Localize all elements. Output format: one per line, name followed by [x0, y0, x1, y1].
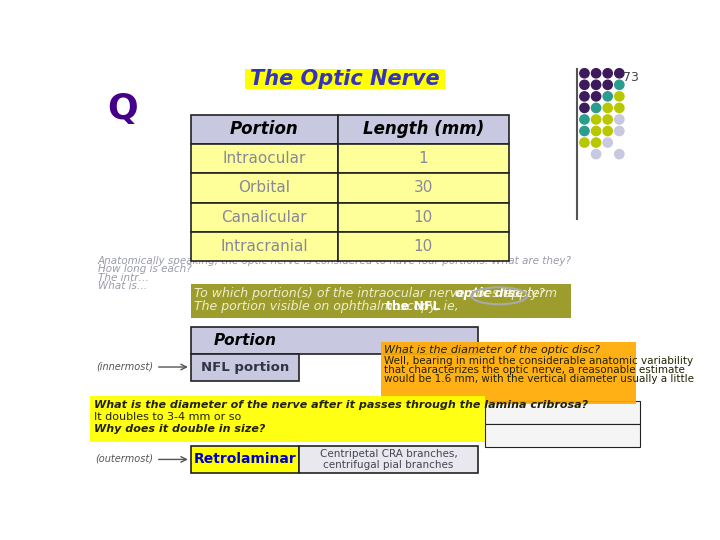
- Text: apply?: apply?: [500, 287, 545, 300]
- Text: & Haller: & Haller: [493, 423, 539, 433]
- FancyBboxPatch shape: [90, 396, 485, 442]
- Circle shape: [591, 150, 600, 159]
- Circle shape: [591, 103, 600, 112]
- FancyBboxPatch shape: [338, 232, 508, 261]
- Text: The Optic Nerve: The Optic Nerve: [250, 69, 440, 89]
- Text: What is…: What is…: [98, 281, 147, 291]
- FancyBboxPatch shape: [338, 173, 508, 202]
- Circle shape: [603, 115, 612, 124]
- Text: Retrolaminar: Retrolaminar: [194, 453, 297, 467]
- Circle shape: [580, 138, 589, 147]
- Text: Well, bearing in mind the considerable anatomic variability: Well, bearing in mind the considerable a…: [384, 356, 693, 366]
- Text: optic disc: optic disc: [455, 287, 523, 300]
- Circle shape: [615, 80, 624, 90]
- FancyBboxPatch shape: [300, 446, 477, 473]
- Text: 1: 1: [418, 151, 428, 166]
- Text: (innermost): (innermost): [96, 361, 153, 372]
- Circle shape: [603, 138, 612, 147]
- Circle shape: [615, 126, 624, 136]
- FancyBboxPatch shape: [338, 202, 508, 232]
- Circle shape: [603, 69, 612, 78]
- Text: 10: 10: [413, 239, 433, 254]
- Text: To which portion(s) of the intraocular nerve does the term: To which portion(s) of the intraocular n…: [194, 287, 561, 300]
- Circle shape: [591, 138, 600, 147]
- Text: Orbital: Orbital: [238, 180, 290, 195]
- FancyBboxPatch shape: [245, 69, 445, 89]
- Circle shape: [591, 126, 600, 136]
- Text: Anatomically speaking, the optic nerve is considered to have four portions. What: Anatomically speaking, the optic nerve i…: [98, 256, 572, 266]
- Circle shape: [580, 92, 589, 101]
- Text: The intr…: The intr…: [98, 273, 148, 283]
- Text: 73: 73: [623, 71, 639, 84]
- Text: What is the diameter of the nerve after it passes through the lamina cribrosa?: What is the diameter of the nerve after …: [94, 400, 588, 410]
- Circle shape: [615, 92, 624, 101]
- Circle shape: [615, 115, 624, 124]
- Text: the NFL: the NFL: [386, 300, 441, 313]
- Circle shape: [603, 92, 612, 101]
- FancyBboxPatch shape: [191, 232, 338, 261]
- Text: Intracranial: Intracranial: [220, 239, 308, 254]
- Text: Canalicular: Canalicular: [222, 210, 307, 225]
- FancyBboxPatch shape: [191, 284, 570, 318]
- Text: It doubles to 3-4 mm or so: It doubles to 3-4 mm or so: [94, 412, 241, 422]
- Circle shape: [580, 115, 589, 124]
- FancyBboxPatch shape: [191, 327, 477, 354]
- Text: What is the diameter of the optic disc?: What is the diameter of the optic disc?: [384, 345, 600, 355]
- Circle shape: [580, 69, 589, 78]
- Circle shape: [591, 92, 600, 101]
- Text: How long is each?: How long is each?: [98, 264, 192, 274]
- Text: Centripetal CRA branches,
centrifugal pial branches: Centripetal CRA branches, centrifugal pi…: [320, 449, 457, 470]
- Text: 30: 30: [413, 180, 433, 195]
- Text: (outermost): (outermost): [96, 454, 153, 464]
- Text: NFL portion: NFL portion: [201, 361, 289, 374]
- FancyBboxPatch shape: [191, 354, 300, 381]
- FancyBboxPatch shape: [191, 115, 338, 144]
- Circle shape: [591, 115, 600, 124]
- Circle shape: [591, 69, 600, 78]
- Circle shape: [580, 80, 589, 90]
- Circle shape: [615, 69, 624, 78]
- Circle shape: [580, 103, 589, 112]
- Text: would be 1.6 mm, with the vertical diameter usually a little: would be 1.6 mm, with the vertical diame…: [384, 374, 694, 384]
- FancyBboxPatch shape: [191, 202, 338, 232]
- Text: Intraocular: Intraocular: [222, 151, 306, 166]
- Text: Portion: Portion: [230, 120, 299, 138]
- Circle shape: [591, 80, 600, 90]
- Text: y arteries: y arteries: [493, 411, 546, 421]
- Text: Why does it double in size?: Why does it double in size?: [94, 424, 265, 434]
- FancyBboxPatch shape: [338, 115, 508, 144]
- Text: Q: Q: [107, 92, 138, 126]
- Text: Portion: Portion: [214, 333, 276, 348]
- Circle shape: [603, 103, 612, 112]
- FancyBboxPatch shape: [381, 342, 636, 403]
- Circle shape: [615, 103, 624, 112]
- Circle shape: [603, 80, 612, 90]
- FancyBboxPatch shape: [191, 144, 338, 173]
- Circle shape: [580, 126, 589, 136]
- FancyBboxPatch shape: [338, 144, 508, 173]
- FancyBboxPatch shape: [485, 424, 640, 448]
- Text: The portion visible on ophthalmoscopy, ie,: The portion visible on ophthalmoscopy, i…: [194, 300, 463, 313]
- FancyBboxPatch shape: [485, 401, 640, 424]
- FancyBboxPatch shape: [191, 446, 300, 473]
- Text: 10: 10: [413, 210, 433, 225]
- FancyBboxPatch shape: [191, 173, 338, 202]
- Text: that characterizes the optic nerve, a reasonable estimate: that characterizes the optic nerve, a re…: [384, 365, 685, 375]
- Circle shape: [603, 126, 612, 136]
- Circle shape: [615, 150, 624, 159]
- Text: Length (mm): Length (mm): [363, 120, 484, 138]
